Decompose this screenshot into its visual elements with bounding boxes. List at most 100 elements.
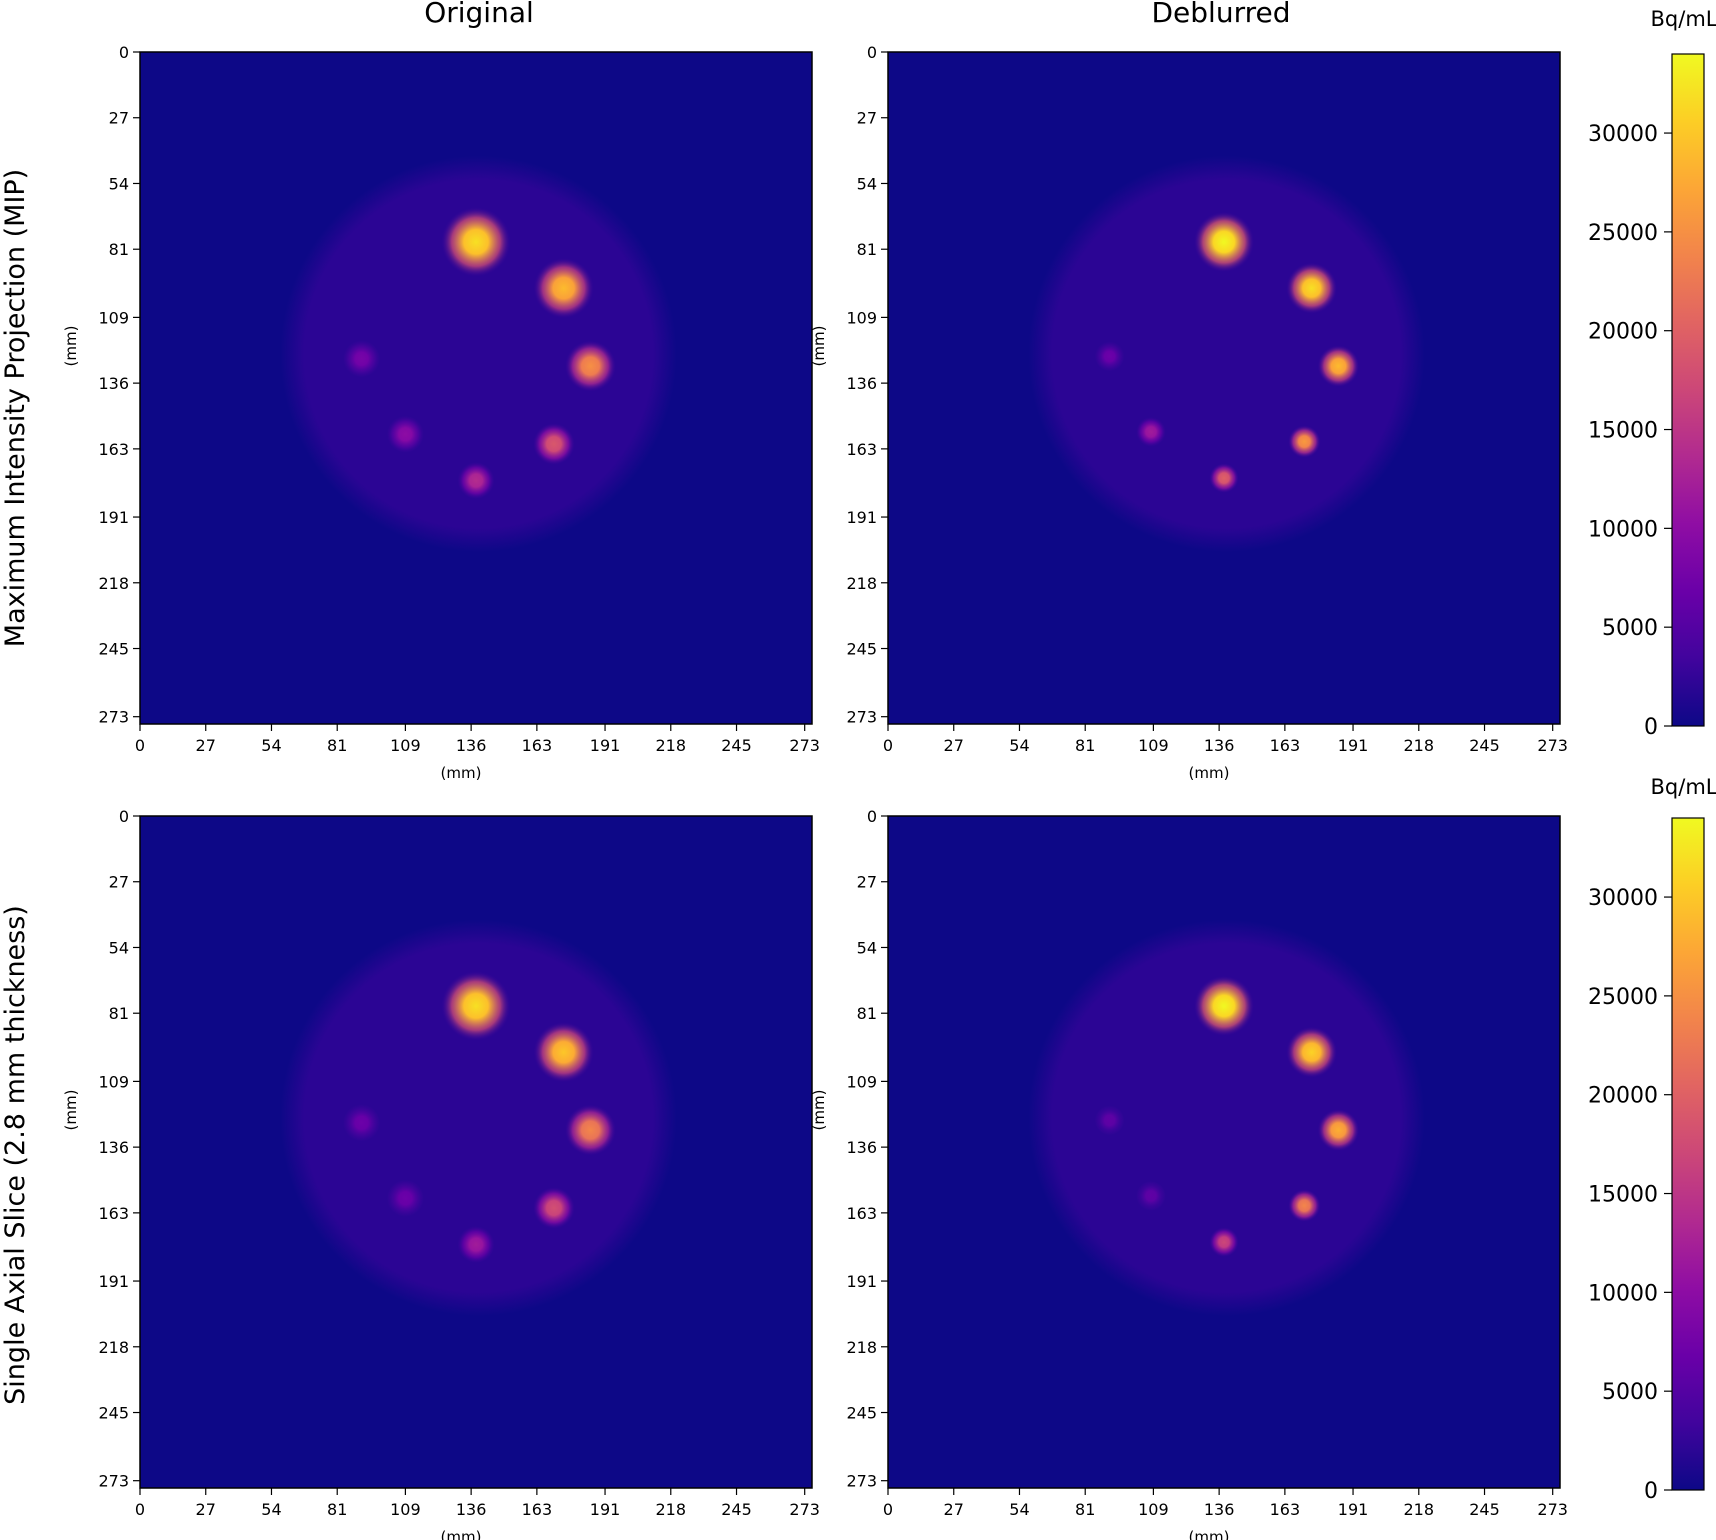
hot-sphere [1288, 425, 1321, 458]
column-title-deblurred: Deblurred [1151, 0, 1290, 29]
hot-sphere [457, 1226, 495, 1264]
hot-sphere [1094, 341, 1125, 372]
phantom-disc [1028, 155, 1425, 553]
x-tick-label: 245 [721, 1500, 752, 1519]
y-tick-label: 54 [857, 938, 877, 957]
y-tick-label: 245 [846, 1404, 877, 1423]
y-tick-label: 54 [109, 174, 129, 193]
axes-mip-original: 0 0 27 27 54 54 81 81 109 109 136 136 163 163 191 191 21… [62, 43, 820, 782]
phantom-disc [280, 155, 677, 553]
x-tick-label: 218 [1404, 736, 1435, 755]
x-tick-label: 54 [1009, 736, 1029, 755]
image-frame [139, 815, 813, 1489]
hot-sphere [1193, 211, 1255, 272]
x-tick-label: 191 [590, 736, 621, 755]
x-axis-label: (mm) [1189, 1528, 1230, 1540]
y-tick-label: 109 [846, 308, 877, 327]
x-axis-label: (mm) [1189, 764, 1230, 782]
y-tick-label: 0 [867, 43, 877, 62]
phantom-disc [1028, 919, 1425, 1317]
hot-sphere [564, 340, 616, 392]
y-tick-label: 54 [857, 174, 877, 193]
x-tick-label: 109 [1138, 736, 1169, 755]
y-tick-label: 218 [98, 1338, 129, 1357]
y-tick-label: 0 [867, 807, 877, 826]
x-tick-label: 163 [522, 736, 553, 755]
x-tick-label: 245 [1469, 736, 1500, 755]
phantom-disc [280, 919, 677, 1317]
y-tick-label: 136 [846, 1138, 877, 1157]
x-tick-label: 136 [456, 736, 487, 755]
panel-mip-original [139, 51, 813, 725]
y-tick-label: 136 [98, 1138, 129, 1157]
y-tick-label: 54 [109, 938, 129, 957]
colorbar-tick-label: 25000 [1588, 221, 1658, 246]
y-tick-label: 27 [109, 109, 129, 128]
y-tick-label: 136 [846, 374, 877, 393]
y-axis-label: (mm) [62, 326, 80, 367]
x-tick-label: 136 [1204, 1500, 1235, 1519]
colorbar-gradient [1671, 817, 1705, 1491]
x-tick-label: 54 [1009, 1500, 1029, 1519]
y-tick-label: 0 [119, 807, 129, 826]
x-tick-label: 27 [944, 736, 964, 755]
y-axis-label: (mm) [62, 1090, 80, 1131]
y-tick-label: 109 [98, 308, 129, 327]
image-frame [887, 815, 1561, 1489]
colorbar-tick-label: 0 [1644, 1479, 1658, 1504]
colorbar-tick-label: 20000 [1588, 1084, 1658, 1109]
x-tick-label: 81 [1075, 1500, 1095, 1519]
y-tick-label: 218 [846, 1338, 877, 1357]
y-tick-label: 27 [857, 109, 877, 128]
colorbar-label: Bq/mL [1651, 775, 1716, 799]
y-tick-label: 81 [857, 1004, 877, 1023]
hot-sphere [1136, 417, 1166, 447]
x-tick-label: 245 [721, 736, 752, 755]
hot-sphere [386, 1179, 424, 1217]
x-tick-label: 136 [456, 1500, 487, 1519]
hot-sphere [564, 1104, 616, 1156]
hot-sphere [1286, 262, 1338, 314]
hot-sphere [1193, 975, 1255, 1036]
hot-sphere [441, 971, 511, 1041]
y-axis-label: (mm) [810, 326, 828, 367]
x-tick-label: 163 [522, 1500, 553, 1519]
colorbar-tick-label: 5000 [1602, 616, 1658, 641]
colorbar-tick-label: 20000 [1588, 320, 1658, 345]
y-tick-label: 191 [846, 508, 877, 527]
colorbar-label: Bq/mL [1651, 7, 1716, 31]
x-tick-label: 0 [883, 736, 893, 755]
x-tick-label: 0 [135, 736, 145, 755]
y-tick-label: 218 [98, 574, 129, 593]
y-tick-label: 273 [98, 1472, 129, 1491]
hot-sphere [1286, 1026, 1338, 1078]
x-tick-label: 81 [1075, 736, 1095, 755]
hot-sphere [1209, 1227, 1239, 1257]
x-tick-label: 54 [261, 736, 281, 755]
colorbar-tick-label: 15000 [1588, 1183, 1658, 1208]
x-tick-label: 27 [196, 736, 216, 755]
row-title-single-axial-slice: Single Axial Slice (2.8 mm thickness) [0, 905, 31, 1405]
colorbar-gradient [1671, 53, 1705, 727]
x-tick-label: 218 [656, 736, 687, 755]
hot-sphere [1288, 1189, 1321, 1222]
y-tick-label: 81 [857, 240, 877, 259]
colorbar-tick-label: 15000 [1588, 419, 1658, 444]
x-tick-label: 109 [390, 1500, 421, 1519]
x-tick-label: 191 [1338, 736, 1369, 755]
hot-sphere [343, 1104, 381, 1142]
y-tick-label: 109 [846, 1072, 877, 1091]
panel-slice-original [139, 815, 813, 1489]
y-tick-label: 163 [846, 1204, 877, 1223]
row-title-mip: Maximum Intensity Projection (MIP) [0, 169, 31, 647]
y-tick-label: 27 [857, 873, 877, 892]
image-frame [887, 51, 1561, 725]
hot-sphere [457, 462, 495, 500]
colorbar-tick-label: 10000 [1588, 517, 1658, 542]
hot-sphere [533, 423, 575, 465]
x-tick-label: 136 [1204, 736, 1235, 755]
x-tick-label: 27 [196, 1500, 216, 1519]
x-axis-label: (mm) [441, 764, 482, 782]
colorbar-tick-label: 5000 [1602, 1380, 1658, 1405]
